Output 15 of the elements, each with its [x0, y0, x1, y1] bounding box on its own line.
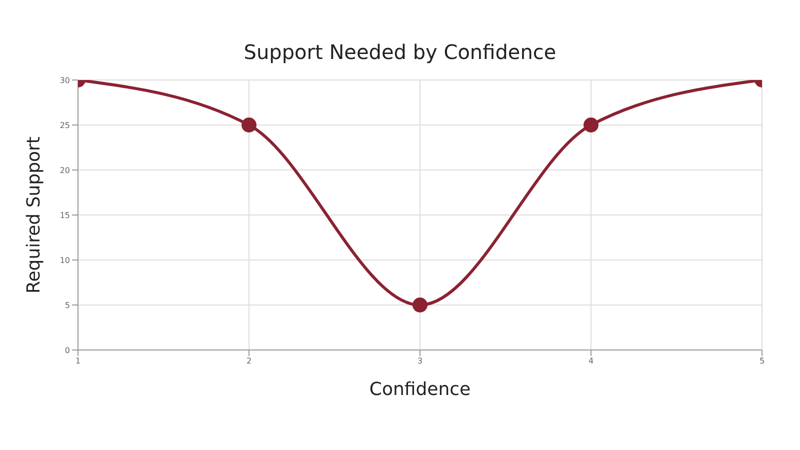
chart-title: Support Needed by Confidence: [242, 40, 558, 66]
y-axis-title: Required Support: [23, 136, 44, 294]
y-tick-label: 10: [60, 256, 70, 265]
y-tick-label: 25: [60, 120, 70, 130]
y-tick-label: 5: [64, 300, 70, 310]
y-tick-label: 15: [60, 210, 70, 220]
y-tick-label: 20: [60, 166, 70, 175]
x-tick-label: 2: [246, 356, 252, 366]
x-tick-label: 3: [417, 356, 423, 366]
x-axis-title: Confidence: [369, 379, 471, 400]
x-tick-label: 5: [759, 356, 765, 366]
x-tick-label: 1: [75, 356, 81, 366]
y-tick-label: 0: [64, 346, 70, 355]
x-tick-label: 4: [588, 356, 594, 366]
y-tick-label: 30: [60, 76, 70, 85]
